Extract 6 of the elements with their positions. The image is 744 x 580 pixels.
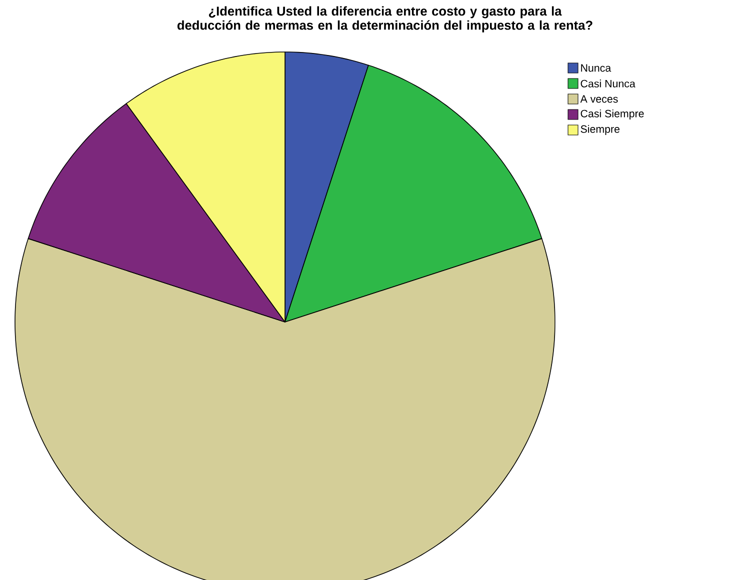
legend-label: A veces (580, 95, 618, 103)
legend-label: Casi Nunca (580, 80, 636, 88)
legend-label: Casi Siempre (580, 110, 644, 120)
legend-label: Nunca (581, 64, 612, 72)
chart-title: ¿Identifica Usted la diferencia entre costo y gasto para la deducción de mermas en la determinación del impuesto a la renta? (177, 6, 592, 32)
legend-label: Siempre (580, 125, 620, 135)
